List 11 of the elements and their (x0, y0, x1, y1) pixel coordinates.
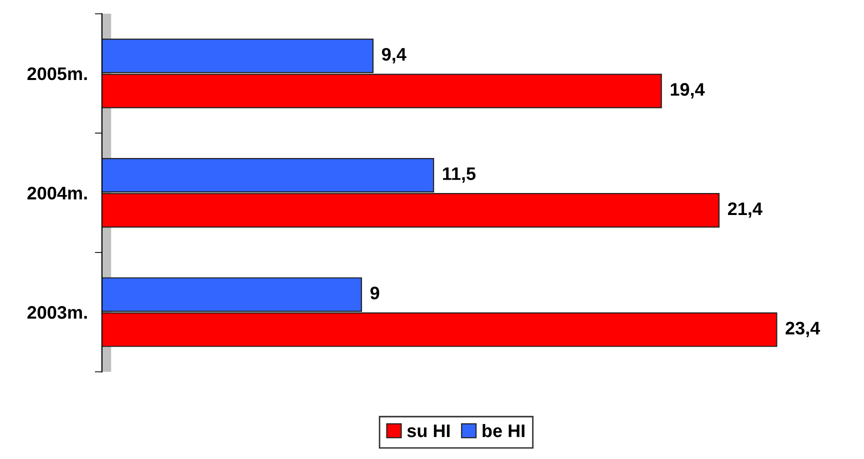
data-label: 11,5 (443, 167, 476, 183)
data-label: 23,4 (786, 322, 820, 338)
legend-label: be HI (482, 424, 524, 438)
y-tick-label: 2005m. (27, 67, 87, 80)
data-label: 19,4 (670, 83, 705, 98)
legend-label: su HI (407, 424, 450, 438)
y-tick-label: 2004m. (27, 186, 87, 200)
data-label: 9 (370, 286, 380, 300)
data-label: 9,4 (382, 48, 406, 64)
y-tick-label: 2003m. (27, 306, 87, 319)
data-label: 21,4 (728, 202, 762, 218)
